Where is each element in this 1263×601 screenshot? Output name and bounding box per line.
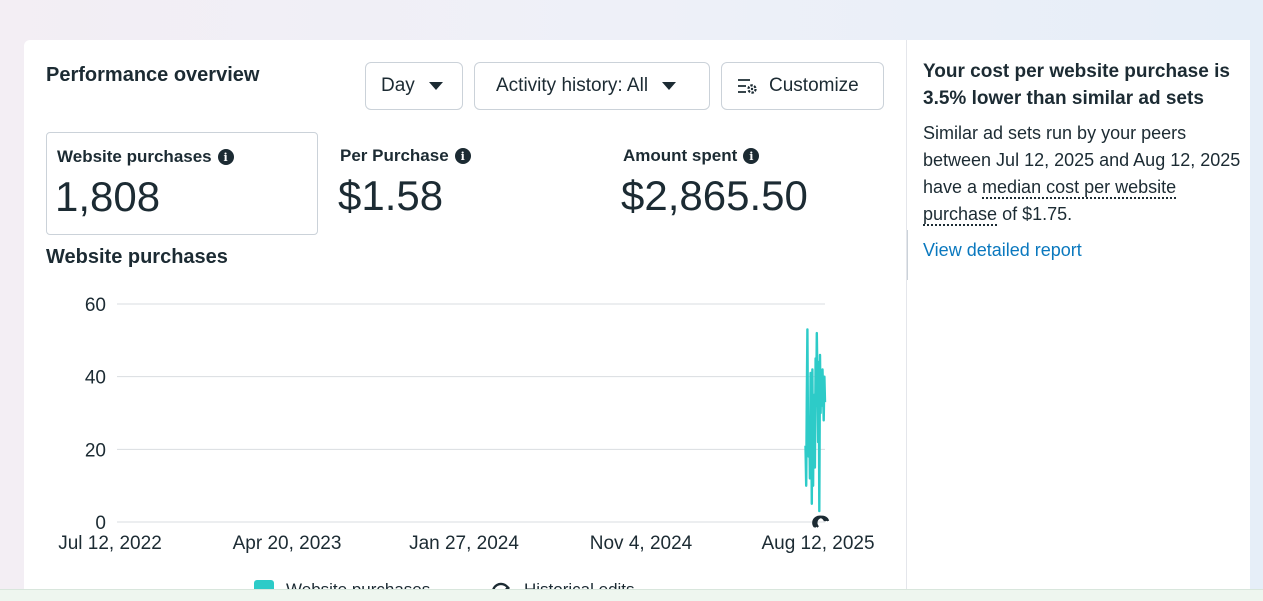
x-tick-label: Aug 12, 2025 xyxy=(761,533,874,554)
benchmark-body: Similar ad sets run by your peers betwee… xyxy=(923,120,1243,228)
x-tick-label: Nov 4, 2024 xyxy=(590,533,693,554)
y-tick-label: 60 xyxy=(85,295,106,316)
activity-history-label: Activity history: All xyxy=(496,75,649,96)
metric-label-row: Per Purchase i xyxy=(340,146,471,166)
customize-button[interactable]: Customize xyxy=(721,62,884,110)
metric-website-purchases[interactable]: Website purchases i 1,808 xyxy=(46,132,318,235)
metric-label: Per Purchase xyxy=(340,146,449,165)
caret-down-icon xyxy=(428,82,443,90)
y-tick-label: 0 xyxy=(95,513,106,534)
legend-edits[interactable]: Historical edits xyxy=(490,580,635,589)
chart-title: Website purchases xyxy=(46,246,228,268)
y-tick-label: 20 xyxy=(85,440,106,461)
benchmark-panel: Your cost per website purchase is 3.5% l… xyxy=(906,40,1250,589)
info-icon[interactable]: i xyxy=(217,149,234,165)
metric-amount-spent[interactable]: Amount spent i $2,865.50 xyxy=(613,132,883,235)
metric-per-purchase[interactable]: Per Purchase i $1.58 xyxy=(330,132,590,235)
legend-swatch xyxy=(254,580,274,589)
legend-series[interactable]: Website purchases xyxy=(254,580,430,589)
view-detailed-report-link[interactable]: View detailed report xyxy=(923,240,1082,260)
historical-edits-icon xyxy=(492,582,510,589)
median-cost-term[interactable]: median cost per website purchase xyxy=(923,177,1177,226)
legend-series-label: Website purchases xyxy=(286,580,430,589)
customize-label: Customize xyxy=(769,75,859,96)
legend-edits-label: Historical edits xyxy=(524,580,635,589)
metric-label-row: Website purchases i xyxy=(57,147,234,167)
x-tick-label: Jan 27, 2024 xyxy=(409,533,519,554)
activity-history-dropdown[interactable]: Activity history: All xyxy=(474,62,710,110)
caret-down-icon xyxy=(662,82,677,90)
metric-value: $1.58 xyxy=(338,172,444,219)
metric-value: 1,808 xyxy=(55,173,161,220)
performance-overview-card: Performance overview Day Activity histor… xyxy=(24,40,906,589)
bottom-strip xyxy=(0,589,1263,601)
historical-edit-marker xyxy=(815,515,830,528)
metric-label: Amount spent xyxy=(623,146,738,165)
card-title: Performance overview xyxy=(46,64,260,86)
metric-value: $2,865.50 xyxy=(621,172,808,219)
divider xyxy=(907,230,908,280)
day-dropdown-label: Day xyxy=(381,75,415,96)
metric-label: Website purchases xyxy=(57,147,212,166)
customize-icon xyxy=(738,79,757,94)
info-icon[interactable]: i xyxy=(743,148,760,164)
day-dropdown[interactable]: Day xyxy=(365,62,463,110)
series-line xyxy=(804,328,827,513)
metric-label-row: Amount spent i xyxy=(623,146,760,166)
x-tick-label: Jul 12, 2022 xyxy=(58,533,162,554)
y-tick-label: 40 xyxy=(85,368,106,389)
x-tick-label: Apr 20, 2023 xyxy=(233,533,342,554)
benchmark-heading: Your cost per website purchase is 3.5% l… xyxy=(923,61,1230,109)
benchmark-text: Similar ad sets run by your peers betwee… xyxy=(923,123,1241,197)
info-icon[interactable]: i xyxy=(454,148,471,164)
benchmark-text-end: of $1.75. xyxy=(997,204,1073,224)
